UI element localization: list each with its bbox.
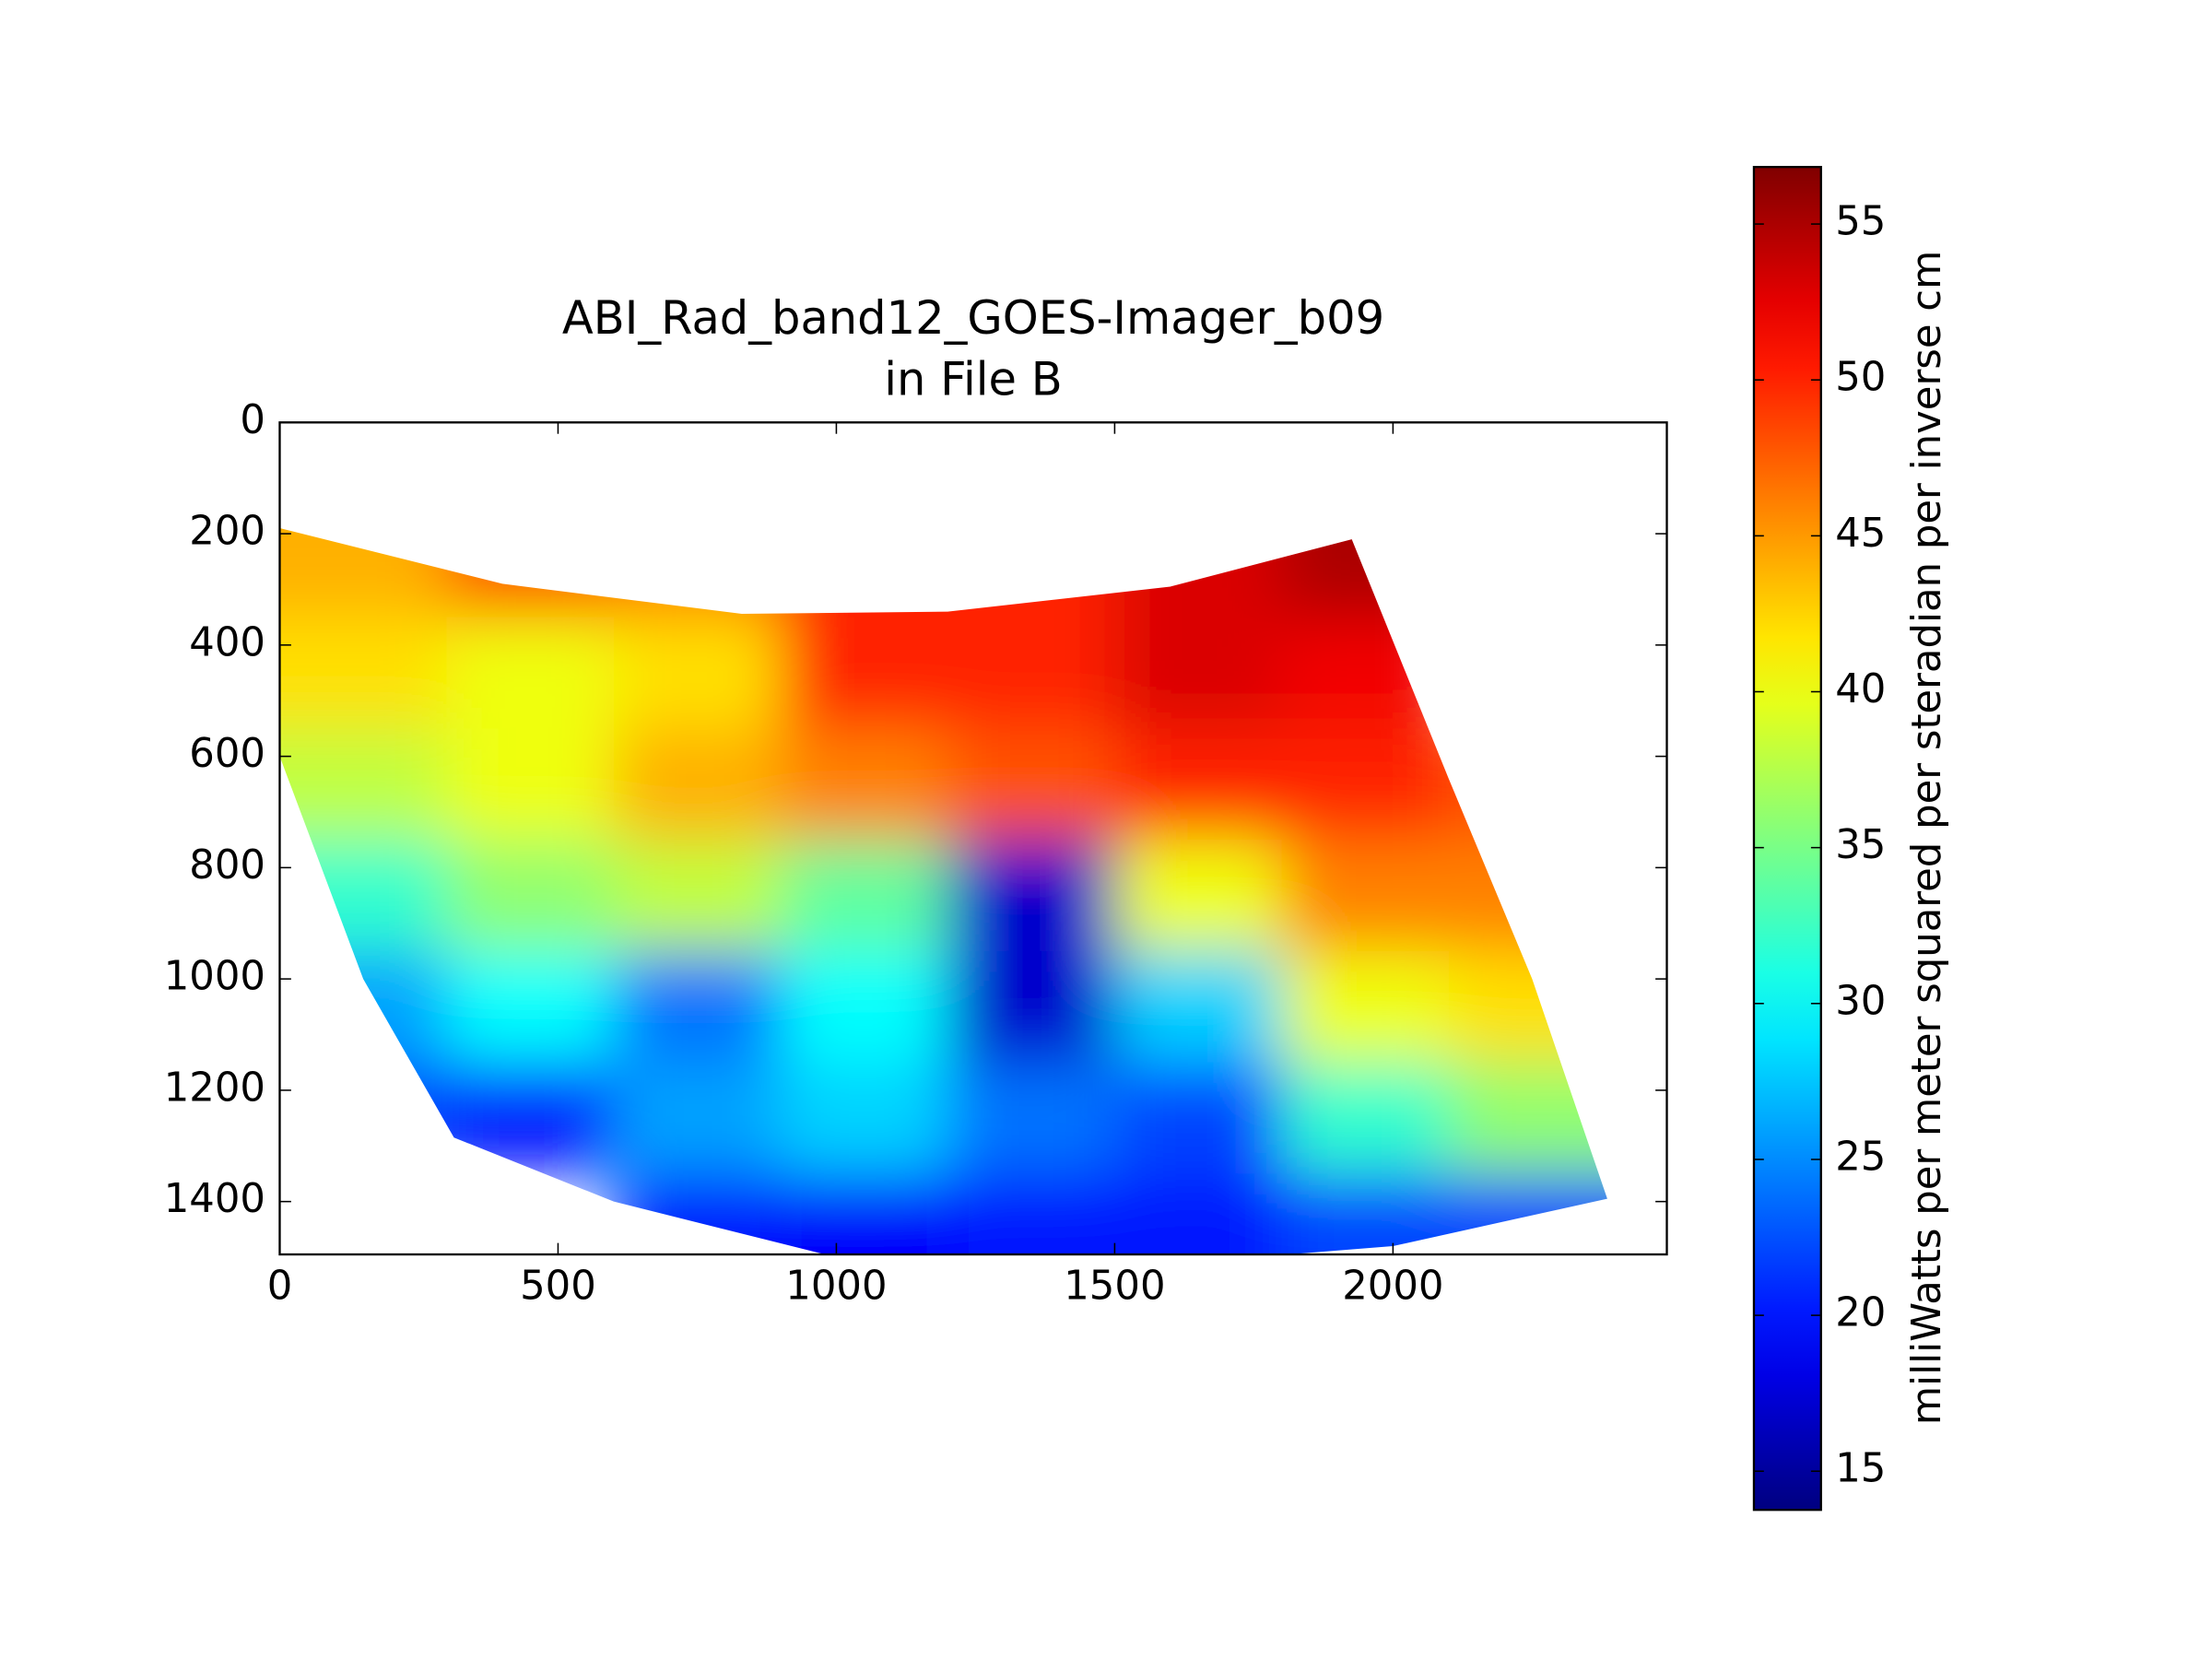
y-tick-label: 400 <box>189 619 265 665</box>
heatmap-cell <box>446 728 616 841</box>
x-tick-label: 500 <box>520 1264 596 1310</box>
heatmap-cell <box>613 1062 782 1176</box>
heatmap-cell <box>781 728 949 841</box>
x-tick-label: 1000 <box>785 1264 887 1310</box>
heatmap-cell <box>1114 950 1284 1065</box>
heatmap-cell <box>1448 840 1607 953</box>
heatmap-cell <box>1281 728 1451 841</box>
heatmap-cell <box>613 840 782 953</box>
chart-title: ABI_Rad_band12_GOES-Imager_b09 <box>562 291 1384 345</box>
heatmap-cell <box>1281 617 1451 730</box>
heatmap-cell <box>781 617 949 730</box>
heatmap-cell <box>1281 840 1451 953</box>
heatmap-cell <box>1114 617 1284 730</box>
chart-subtitle: in File B <box>884 352 1063 406</box>
heatmap-cell <box>446 617 616 730</box>
heatmap-cell <box>1114 1062 1284 1176</box>
colorbar-tick-label: 55 <box>1835 199 1886 245</box>
heatmap-cell <box>446 1062 616 1176</box>
colorbar-tick-label: 20 <box>1835 1290 1886 1336</box>
heatmap-cell <box>1114 728 1284 841</box>
heatmap-cell <box>947 1062 1116 1176</box>
y-tick-label: 0 <box>240 397 265 443</box>
heatmap-cell <box>947 528 1116 619</box>
heatmap-cell <box>947 950 1116 1065</box>
plot-area <box>279 528 1607 1255</box>
colorbar-tick-label: 25 <box>1835 1134 1886 1180</box>
heatmap-cell <box>1281 528 1451 619</box>
colorbar-tick-label: 30 <box>1835 978 1886 1024</box>
colorbar <box>1752 166 1822 1512</box>
heatmap-cell <box>446 950 616 1065</box>
heatmap-cell <box>947 840 1116 953</box>
heatmap-cell <box>1448 950 1607 1065</box>
x-tick-label: 0 <box>267 1264 293 1310</box>
y-tick-label: 1200 <box>164 1065 265 1111</box>
heatmap-cell <box>947 1173 1116 1255</box>
x-tick-label: 1500 <box>1064 1264 1165 1310</box>
y-tick-label: 800 <box>189 842 265 888</box>
heatmap-cell <box>1114 528 1284 619</box>
image-footprint <box>279 528 1607 1255</box>
y-tick-label: 1000 <box>164 954 265 1000</box>
heatmap-cell <box>613 528 782 619</box>
colorbar-tick-label: 35 <box>1835 822 1886 868</box>
heatmap-cell <box>1114 840 1284 953</box>
heatmap-cell <box>781 950 949 1065</box>
heatmap-cell <box>613 950 782 1065</box>
heatmap-cell <box>613 617 782 730</box>
heatmap-cell <box>1281 950 1451 1065</box>
y-tick-label: 600 <box>189 731 265 777</box>
heatmap-cell <box>613 1173 782 1255</box>
colorbar-tick-label: 45 <box>1835 511 1886 557</box>
axes-frame <box>278 421 1668 1256</box>
heatmap-cell <box>1448 728 1607 841</box>
colorbar-tick-label: 50 <box>1835 355 1886 401</box>
colorbar-label: milliWatts per meter squared per steradi… <box>1904 251 1950 1426</box>
heatmap-cell <box>781 528 949 619</box>
heatmap-cell <box>1448 1062 1607 1176</box>
image <box>279 528 1607 1255</box>
y-tick-label: 200 <box>189 509 265 555</box>
heatmap-cell <box>947 728 1116 841</box>
heatmap-cell <box>446 528 616 619</box>
heatmap-cell <box>1448 1173 1607 1255</box>
heatmap-cell <box>279 617 449 730</box>
heatmap-cell <box>446 840 616 953</box>
y-tick-label: 1400 <box>164 1176 265 1222</box>
heatmap-cell <box>781 1062 949 1176</box>
heatmap-cell <box>1281 1062 1451 1176</box>
heatmap-cell <box>1114 1173 1284 1255</box>
axes: 0 500 1000 1500 2000 0 200 400 600 800 1000 1200 140… <box>164 166 1886 1512</box>
x-tick-label: 2000 <box>1342 1264 1443 1310</box>
colorbar-tick-label: 15 <box>1835 1446 1886 1492</box>
heatmap-cell <box>781 1173 949 1255</box>
colorbar-tick-label: 40 <box>1835 666 1886 712</box>
heatmap-cell <box>279 728 449 841</box>
heatmap-cell <box>947 617 1116 730</box>
heatmap-cell <box>781 840 949 953</box>
heatmap-cell <box>613 728 782 841</box>
